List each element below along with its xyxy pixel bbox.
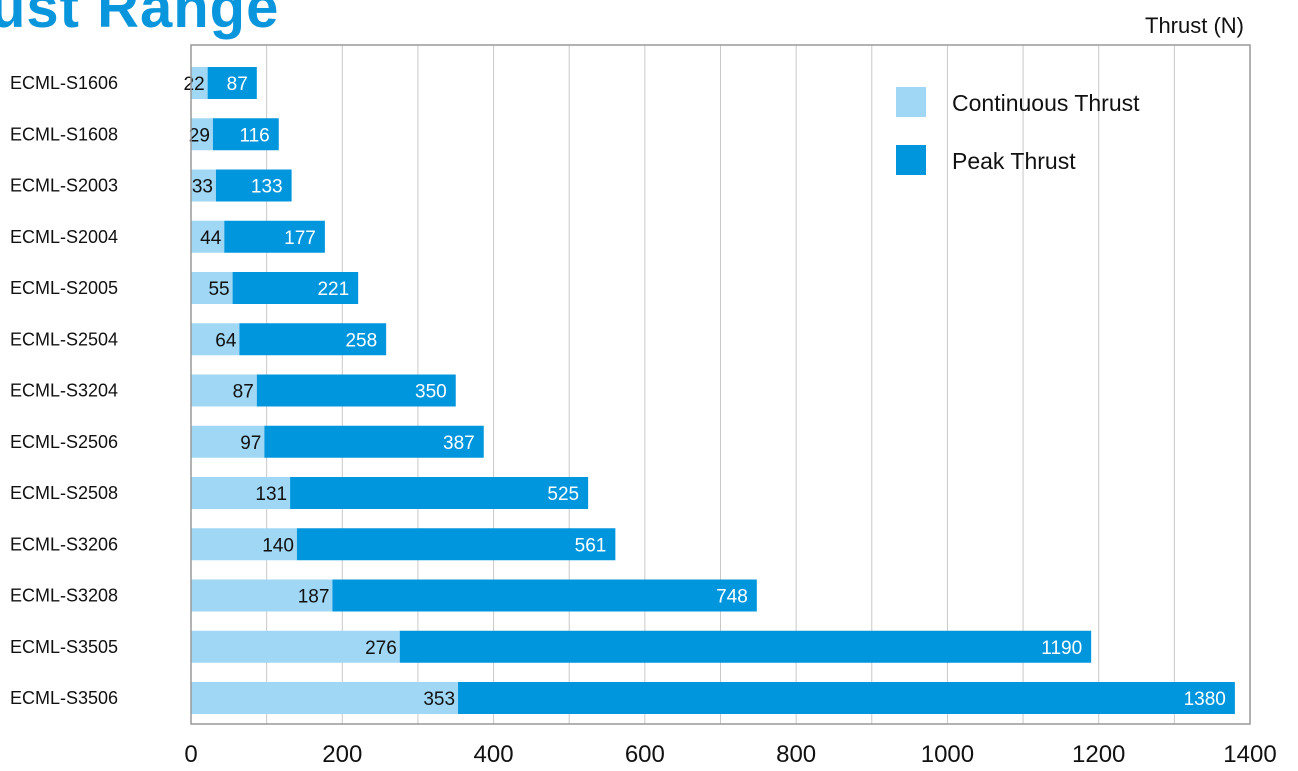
bar-continuous	[191, 67, 208, 99]
category-label: ECML-S1606	[10, 73, 118, 93]
data-label-peak: 748	[716, 587, 748, 608]
bar-peak	[256, 374, 456, 407]
data-label-continuous: 55	[208, 279, 229, 300]
plot-frame	[190, 44, 1251, 725]
data-label-continuous: 187	[298, 587, 330, 608]
bar-continuous	[191, 118, 213, 151]
data-label-continuous: 22	[184, 74, 205, 95]
data-label-peak: 387	[443, 433, 475, 454]
category-label: ECML-S1608	[10, 124, 118, 144]
bar-peak	[212, 118, 279, 151]
category-label: ECML-S2506	[10, 432, 118, 452]
x-tick-label: 800	[776, 741, 816, 768]
legend-label-continuous: Continuous Thrust	[952, 90, 1140, 116]
data-label-peak: 133	[251, 177, 283, 198]
data-label-peak: 87	[227, 74, 248, 95]
category-label: ECML-S2004	[10, 227, 118, 247]
x-tick-label: 1000	[921, 741, 974, 768]
category-label: ECML-S2005	[10, 278, 118, 298]
bar-peak	[232, 272, 359, 304]
legend-label-peak: Peak Thrust	[952, 148, 1076, 174]
data-label-peak: 1190	[1041, 638, 1082, 659]
bar-continuous	[191, 374, 257, 407]
category-label: ECML-S3204	[10, 381, 118, 401]
bar-continuous	[191, 169, 216, 202]
bars: 22 87 29 116 33 133 44 177 55 221 64 258 87 350 97 387 1…	[184, 67, 1235, 714]
bar-peak	[215, 169, 292, 202]
bar-peak	[399, 630, 1092, 663]
x-tick-label: 1200	[1072, 741, 1125, 768]
category-label: ECML-S2504	[10, 329, 118, 349]
category-label: ECML-S2003	[10, 176, 118, 196]
category-label: ECML-S2508	[10, 483, 118, 503]
bar-peak	[332, 579, 757, 612]
category-labels: ECML-S1606 ECML-S1608 ECML-S2003 ECML-S2004…	[10, 73, 118, 708]
data-label-continuous: 276	[365, 638, 397, 659]
bar-continuous	[191, 272, 233, 304]
data-label-continuous: 33	[192, 177, 213, 198]
legend-swatch-peak	[896, 145, 926, 175]
bar-continuous	[191, 477, 291, 509]
bar-continuous	[191, 425, 265, 458]
category-label: ECML-S3505	[10, 637, 118, 657]
data-label-peak: 350	[415, 382, 447, 403]
bar-peak	[290, 477, 589, 509]
bar-peak	[239, 323, 387, 356]
bar-peak	[264, 425, 484, 458]
category-label: ECML-S3208	[10, 586, 118, 606]
data-label-peak: 525	[547, 484, 579, 505]
tick-labels: 0 200 400 600 800 1000 1200 1400	[184, 741, 1276, 768]
x-tick-label: 1400	[1223, 741, 1276, 768]
data-label-continuous: 87	[233, 382, 254, 403]
bar-peak	[207, 67, 257, 99]
legend-swatch-continuous	[896, 87, 926, 117]
data-label-continuous: 131	[255, 484, 287, 505]
unit-label: Thrust (N)	[1145, 13, 1244, 38]
data-label-peak: 116	[239, 125, 269, 146]
bar-continuous	[191, 630, 400, 663]
legend: Continuous Thrust Peak Thrust	[896, 87, 1140, 175]
data-label-peak: 561	[575, 535, 607, 556]
bar-continuous	[191, 323, 240, 356]
data-label-peak: 177	[284, 228, 316, 249]
data-label-continuous: 97	[240, 433, 261, 454]
data-label-continuous: 29	[189, 125, 210, 146]
data-label-continuous: 44	[200, 228, 222, 249]
data-label-peak: 258	[345, 330, 377, 351]
data-label-peak: 221	[317, 279, 349, 300]
bar-peak	[224, 220, 325, 253]
data-label-continuous: 353	[423, 689, 455, 710]
category-label: ECML-S3506	[10, 688, 118, 708]
data-label-continuous: 140	[262, 535, 294, 556]
category-label: ECML-S3206	[10, 534, 118, 554]
bar-continuous	[191, 682, 459, 714]
bar-peak	[296, 528, 616, 561]
bar-continuous	[191, 220, 225, 253]
x-tick-label: 0	[184, 741, 197, 768]
chart-title: ust Range	[0, 0, 280, 40]
bar-continuous	[191, 528, 297, 561]
data-label-peak: 1380	[1184, 689, 1226, 710]
bar-peak	[458, 682, 1235, 714]
x-tick-label: 200	[322, 741, 362, 768]
x-tick-label: 400	[474, 741, 514, 768]
data-label-continuous: 64	[215, 330, 237, 351]
x-tick-label: 600	[625, 741, 665, 768]
bar-continuous	[191, 579, 333, 612]
